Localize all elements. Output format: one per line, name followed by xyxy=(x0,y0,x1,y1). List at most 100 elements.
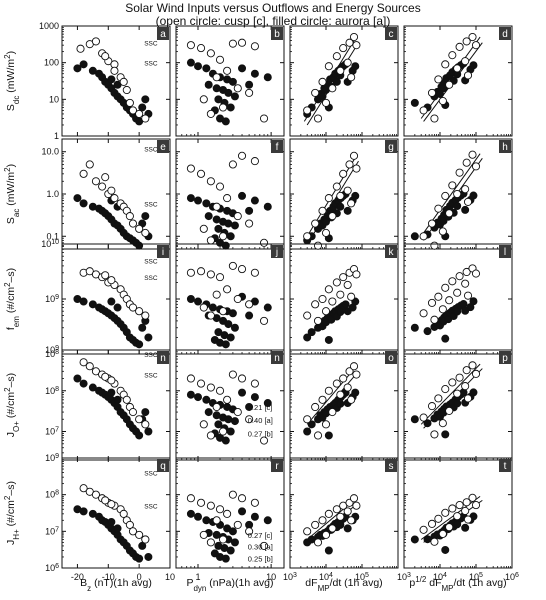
cusp-point xyxy=(453,288,462,297)
cusp-point xyxy=(339,169,348,178)
y-tick-label: 106 xyxy=(45,563,59,574)
aurora-point xyxy=(186,58,195,67)
cusp-point xyxy=(318,77,327,86)
cusp-point xyxy=(215,182,225,191)
cusp-point xyxy=(318,206,327,215)
cusp-point xyxy=(223,194,232,203)
panel-letter: o xyxy=(388,353,394,364)
cusp-point xyxy=(347,199,356,208)
cusp-point xyxy=(352,370,361,379)
cusp-point xyxy=(215,273,225,282)
cusp-point xyxy=(471,41,481,50)
cusp-point xyxy=(332,379,341,388)
aurora-point xyxy=(469,61,478,70)
panel-letter: p xyxy=(502,353,508,364)
cusp-point xyxy=(438,96,447,106)
cusp-point xyxy=(228,39,237,48)
panel-f: f xyxy=(175,138,285,250)
aurora-point xyxy=(324,546,333,555)
cusp-point xyxy=(303,106,312,115)
y-axis-label: Sac (mW/m2) xyxy=(3,164,21,224)
cusp-point xyxy=(471,369,481,378)
annotation-label: SSC xyxy=(144,201,158,208)
annotation-label: 0.21 [c] xyxy=(248,403,273,412)
cusp-point xyxy=(206,311,215,320)
cusp-point xyxy=(427,298,437,307)
aurora-point xyxy=(79,297,88,306)
cusp-point xyxy=(441,385,450,394)
cusp-point xyxy=(79,169,88,178)
cusp-point xyxy=(345,38,354,47)
cusp-point xyxy=(141,535,150,544)
y-tick-label: 1.0 xyxy=(46,189,59,199)
aurora-point xyxy=(113,524,122,533)
aurora-point xyxy=(214,95,223,104)
cusp-point xyxy=(237,374,247,383)
cusp-point xyxy=(101,496,110,505)
cusp-point xyxy=(339,44,348,53)
cusp-point xyxy=(328,408,337,417)
aurora-point xyxy=(194,393,203,402)
cusp-point xyxy=(228,490,237,499)
cusp-point xyxy=(223,395,232,404)
cusp-point xyxy=(453,512,462,521)
y-tick-label: 108 xyxy=(45,385,59,396)
aurora-point xyxy=(224,320,233,329)
aurora-point xyxy=(228,527,237,536)
cusp-point xyxy=(324,194,333,203)
panel-letter: k xyxy=(389,247,395,258)
aurora-point xyxy=(138,103,147,112)
panel-letter-badge xyxy=(499,27,511,40)
x-axis-label: p1/2 dFMP/dt (1h avg) xyxy=(409,575,506,593)
annotation-label: SSC xyxy=(144,146,158,153)
x-tick-label: 106 xyxy=(505,572,519,583)
aurora-point xyxy=(324,431,333,440)
panel-frame xyxy=(289,457,399,569)
cusp-point xyxy=(233,520,242,529)
aurora-point xyxy=(194,196,203,205)
aurora-point xyxy=(141,212,150,221)
cusp-point xyxy=(455,501,464,510)
cusp-point xyxy=(445,296,454,305)
cusp-point xyxy=(453,189,462,199)
cusp-point xyxy=(438,419,447,428)
cusp-point xyxy=(212,516,221,525)
panel-letter: q xyxy=(160,461,166,472)
cusp-point xyxy=(196,169,206,178)
aurora-point xyxy=(336,308,345,317)
panel-letter-badge xyxy=(271,27,283,40)
y-tick-label: 109 xyxy=(45,294,59,305)
cusp-point xyxy=(122,85,131,95)
x-tick-label: 105 xyxy=(469,572,483,583)
cusp-point xyxy=(107,500,116,509)
aurora-point xyxy=(73,374,82,383)
annotation-label: SSC xyxy=(144,504,158,511)
panel-r: 1 10 0.27 [c] 0.30 [a] 0.25 [b] r xyxy=(175,457,285,582)
cusp-point xyxy=(125,98,134,107)
cusp-point xyxy=(85,362,94,371)
cusp-point xyxy=(455,42,464,51)
cusp-point xyxy=(328,297,337,306)
aurora-point xyxy=(144,427,153,436)
cusp-point xyxy=(321,98,331,107)
annotation-label: SSC xyxy=(144,259,158,266)
cusp-point xyxy=(128,106,138,115)
aurora-point xyxy=(410,98,419,107)
panel-letter: n xyxy=(160,353,166,364)
cusp-point xyxy=(196,379,206,388)
panel-letter: i xyxy=(162,247,164,258)
cusp-point xyxy=(85,160,94,169)
y-tick-label: 1 xyxy=(54,131,59,141)
aurora-point xyxy=(263,202,272,211)
cusp-point xyxy=(318,516,327,525)
cusp-point xyxy=(259,436,269,445)
cusp-point xyxy=(199,95,208,104)
cusp-point xyxy=(110,194,119,203)
cusp-point xyxy=(430,241,439,250)
cusp-point xyxy=(215,386,225,395)
cusp-point xyxy=(233,212,242,221)
cusp-point xyxy=(441,191,450,200)
cusp-point xyxy=(430,114,439,123)
aurora-point xyxy=(332,77,341,86)
